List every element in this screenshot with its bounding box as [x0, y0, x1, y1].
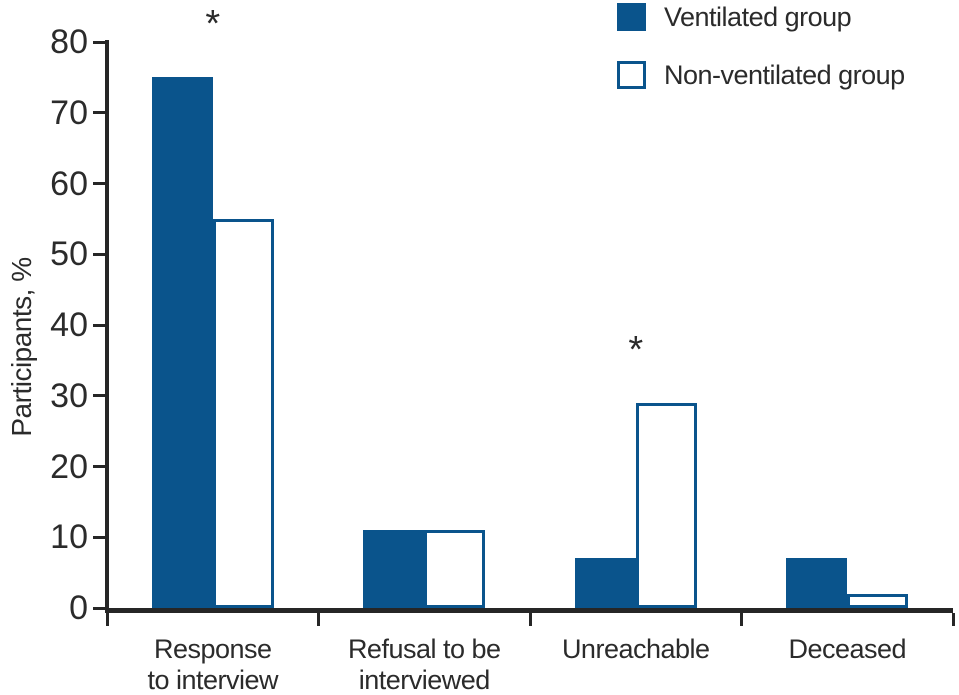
y-tick-70: [93, 111, 105, 115]
chart-legend: Ventilated group Non-ventilated group: [617, 2, 905, 118]
legend-label-ventilated: Ventilated group: [664, 1, 852, 32]
bar-ventilated-group-unreachable: [574, 558, 636, 608]
y-tick-40: [93, 323, 105, 327]
x-category-label-response-to-interview: Response to interview: [73, 634, 353, 695]
y-tick-60: [93, 182, 105, 185]
x-axis-line: [105, 608, 953, 613]
y-axis-line: [105, 40, 109, 613]
y-tick-label-10: 10: [50, 518, 88, 557]
x-category-label-line: Response: [153, 634, 272, 664]
legend-label-non-ventilated: Non-ventilated group: [664, 59, 905, 90]
x-category-label-unreachable: Unreachable: [496, 634, 776, 665]
x-category-label-deceased: Deceased: [707, 634, 959, 665]
x-category-label-line: Unreachable: [561, 634, 710, 664]
x-category-label-line: Deceased: [788, 634, 907, 664]
x-category-label-line: Refusal to be: [347, 634, 501, 664]
bar-non-ventilated-group-deceased: [847, 593, 909, 608]
y-tick-0: [93, 606, 105, 610]
y-tick-50: [93, 252, 105, 256]
y-tick-label-70: 70: [50, 93, 88, 132]
bar-ventilated-group-refusal-to-be-interviewed: [363, 530, 425, 608]
y-tick-label-20: 20: [50, 447, 88, 486]
bar-non-ventilated-group-refusal-to-be-interviewed: [424, 530, 486, 608]
x-tick-0: [105, 613, 109, 626]
y-tick-label-60: 60: [50, 164, 88, 203]
x-tick-3: [740, 613, 743, 626]
y-tick-label-50: 50: [50, 235, 88, 274]
x-category-label-refusal-to-be-interviewed: Refusal to be interviewed: [284, 634, 564, 695]
legend-item-non-ventilated: Non-ventilated group: [617, 60, 905, 90]
y-tick-label-80: 80: [50, 23, 88, 61]
y-tick-label-40: 40: [50, 306, 88, 344]
significance-asterisk-response-to-interview: *: [205, 3, 221, 46]
bar-ventilated-group-response-to-interview: [151, 77, 213, 608]
y-tick-10: [93, 535, 105, 539]
significance-asterisk-unreachable: *: [628, 328, 644, 371]
y-tick-20: [93, 465, 105, 468]
x-category-label-line: to interview: [147, 665, 279, 695]
x-tick-1: [317, 613, 320, 626]
legend-swatch-open-icon: [617, 61, 646, 89]
x-tick-4: [951, 613, 955, 626]
x-category-label-line: interviewed: [358, 665, 491, 695]
y-tick-label-30: 30: [50, 376, 88, 415]
bar-non-ventilated-group-unreachable: [635, 402, 697, 608]
y-tick-80: [93, 40, 105, 44]
x-tick-2: [528, 613, 532, 626]
y-tick-label-0: 0: [69, 589, 88, 627]
y-tick-30: [93, 394, 105, 398]
legend-swatch-solid-icon: [617, 3, 646, 31]
bar-non-ventilated-group-response-to-interview: [212, 218, 274, 608]
legend-item-ventilated: Ventilated group: [617, 2, 905, 32]
bar-ventilated-group-deceased: [786, 558, 848, 608]
